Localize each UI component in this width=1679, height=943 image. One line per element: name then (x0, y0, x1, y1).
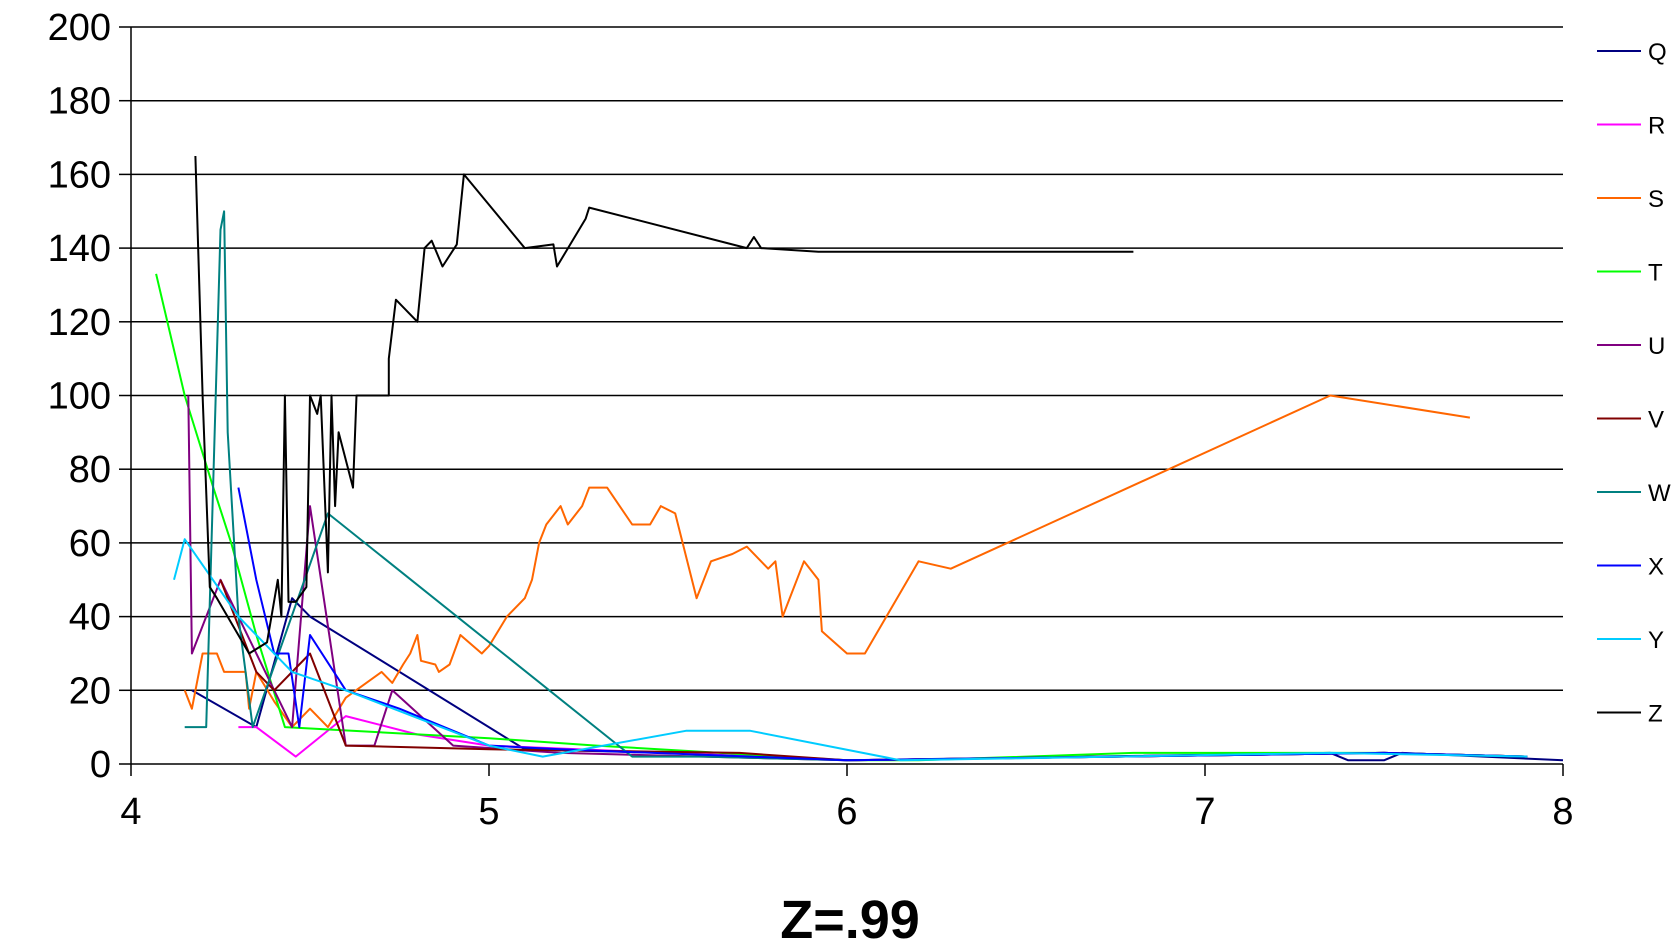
axes: 0 20 40 60 80 100 120 140 160 180 200 4 5 6 7 8 (48, 7, 1574, 833)
legend-label-y: Y (1648, 627, 1664, 654)
y-tick-label: 140 (48, 228, 111, 270)
series-line-q (191, 597, 1564, 762)
x-axis-title: Z=.99 (780, 890, 920, 943)
legend-label-v: V (1648, 407, 1664, 434)
x-tick-label: 4 (120, 791, 141, 833)
x-tick-label: 6 (836, 791, 857, 833)
legend-label-q: Q (1648, 39, 1667, 66)
legend-label-z: Z (1648, 701, 1663, 728)
series-line-s (183, 394, 1471, 729)
series-line-y (173, 538, 1528, 762)
y-tick-label: 80 (69, 449, 111, 491)
y-tick-label: 100 (48, 376, 111, 418)
legend-label-w: W (1648, 480, 1671, 507)
y-tick-label: 200 (48, 7, 111, 49)
x-tick-label: 7 (1194, 791, 1215, 833)
x-tick-label: 5 (478, 791, 499, 833)
x-tick-label: 8 (1552, 791, 1573, 833)
y-tick-label: 180 (48, 81, 111, 123)
y-tick-label: 0 (90, 744, 111, 786)
series-group (155, 155, 1564, 762)
legend-label-r: R (1648, 113, 1665, 140)
y-tick-label: 160 (48, 154, 111, 196)
legend-label-x: X (1648, 554, 1664, 581)
series-line-z (194, 155, 1134, 655)
series-line-w (184, 210, 1528, 762)
legend: Q R S T U V W X Y Z (1597, 39, 1671, 728)
y-tick-label: 60 (69, 523, 111, 565)
legend-label-s: S (1648, 186, 1664, 213)
gridlines (131, 26, 1563, 692)
y-tick-label: 40 (69, 597, 111, 639)
legend-label-u: U (1648, 333, 1665, 360)
legend-label-t: T (1648, 260, 1663, 287)
series-line-v (219, 579, 1528, 762)
y-tick-label: 20 (69, 670, 111, 712)
y-tick-label: 120 (48, 302, 111, 344)
